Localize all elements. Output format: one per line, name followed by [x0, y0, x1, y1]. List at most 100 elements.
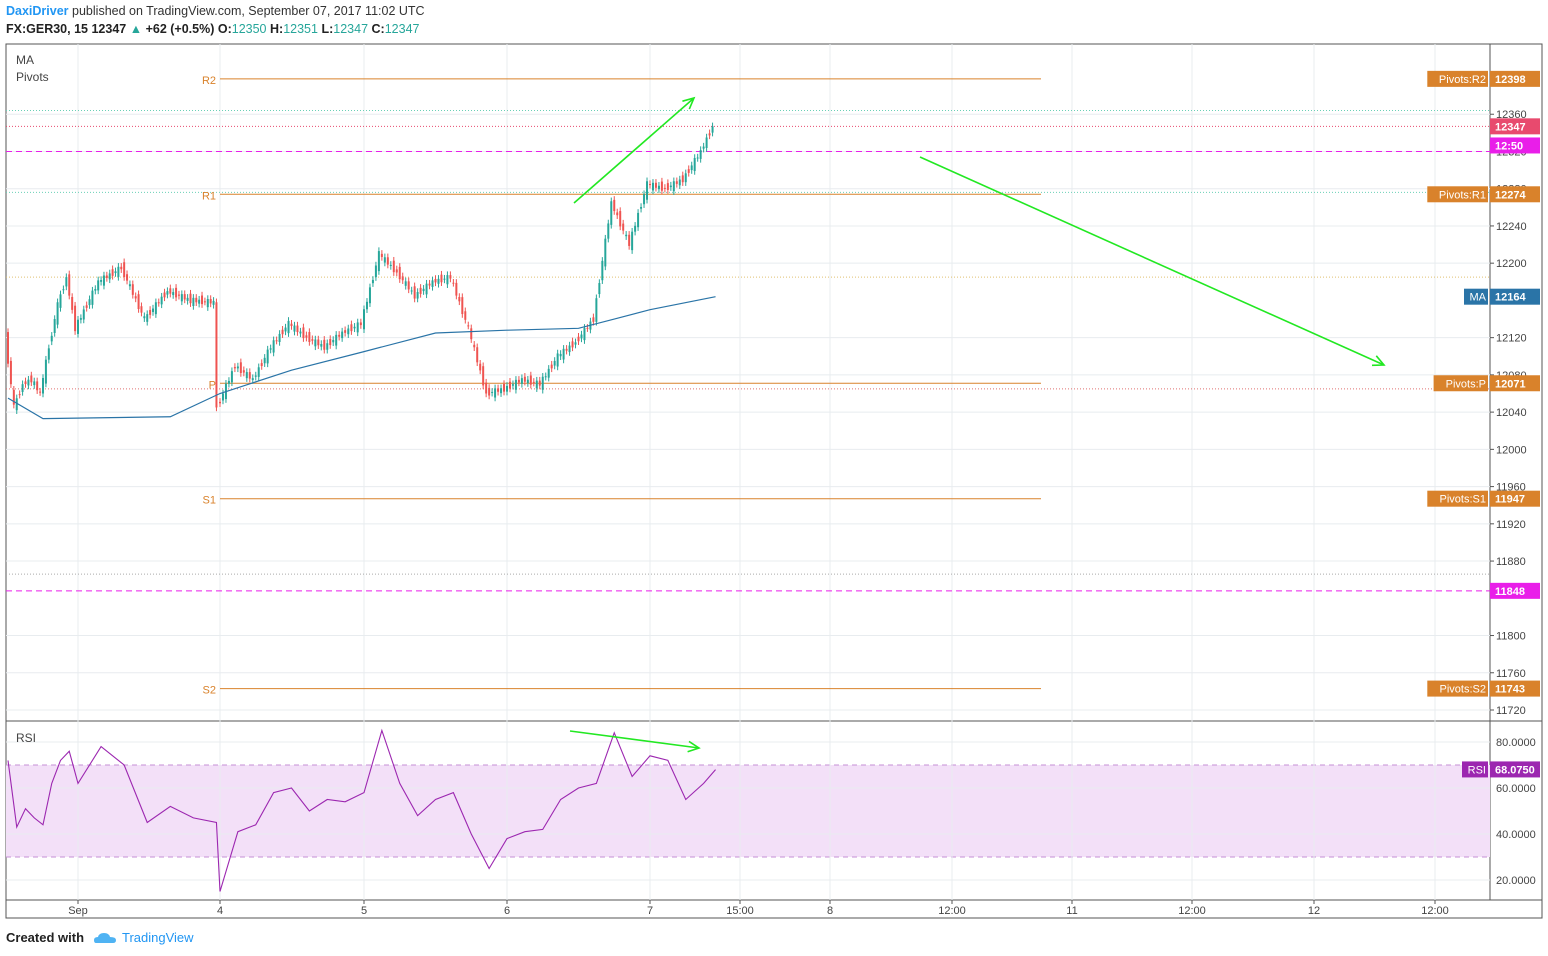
candle-up — [520, 378, 523, 384]
candle-up — [374, 265, 377, 278]
candle-up — [669, 185, 672, 188]
svg-text:Pivots:R2: Pivots:R2 — [1439, 74, 1486, 86]
candle-up — [693, 157, 696, 172]
candle-up — [94, 289, 97, 291]
symbol-label[interactable]: FX:GER30, 15 — [6, 22, 88, 36]
rsi-value-tag: RSI 68.0750 — [1462, 761, 1540, 778]
rsi-tick-label: 20.0000 — [1496, 875, 1536, 887]
forecast-arrow-down[interactable] — [919, 156, 1385, 366]
candle-up — [535, 380, 538, 389]
candle-up — [254, 375, 257, 377]
candle-down — [134, 296, 137, 299]
candle-down — [290, 323, 293, 327]
candle-up — [299, 331, 302, 334]
candle-up — [236, 366, 239, 369]
candle-down — [233, 366, 236, 369]
candle-down — [169, 288, 172, 294]
pivot-name-s2: S2 — [203, 685, 216, 697]
candle-down — [395, 269, 398, 273]
candle-up — [556, 353, 559, 367]
rsi-divergence-arrow-head[interactable] — [687, 740, 701, 753]
candle-up — [702, 146, 705, 149]
rsi-tick-label: 40.0000 — [1496, 829, 1536, 841]
candle-up — [526, 379, 529, 384]
candle-up — [198, 299, 201, 304]
hline-low-tag: 11848 — [1490, 582, 1540, 599]
candle-down — [649, 184, 651, 186]
ma-line — [7, 296, 716, 420]
svg-text:12347: 12347 — [1495, 121, 1526, 133]
candle-down — [503, 384, 506, 392]
candle-down — [482, 366, 485, 386]
trend-arrow-up[interactable] — [573, 97, 695, 204]
candle-down — [485, 382, 488, 394]
rsi-divergence-arrow[interactable] — [569, 730, 700, 749]
candle-up — [410, 290, 413, 292]
candle-down — [111, 269, 114, 276]
candle-down — [131, 284, 134, 295]
candle-down — [467, 325, 470, 327]
tradingview-brand[interactable]: TradingView — [122, 930, 194, 945]
candle-down — [275, 340, 278, 342]
candle-down — [359, 322, 362, 326]
candle-up — [88, 299, 91, 306]
pivot-tag-r1: Pivots:R1 12274 — [1427, 186, 1540, 203]
candle-down — [398, 266, 401, 280]
candle-up — [146, 314, 149, 322]
x-tick-label: Sep — [68, 905, 88, 917]
candle-up — [690, 165, 693, 171]
candle-up — [610, 201, 613, 225]
candle-up — [108, 273, 111, 280]
x-tick-label: 4 — [217, 905, 223, 917]
candle-up — [91, 290, 94, 305]
candle-up — [263, 357, 266, 364]
candle-down — [338, 334, 341, 337]
candle-down — [195, 297, 198, 303]
author-link[interactable]: DaxiDriver — [6, 4, 69, 18]
candle-up — [206, 299, 209, 308]
svg-text:Pivots:S1: Pivots:S1 — [1440, 494, 1486, 506]
candle-up — [172, 292, 175, 296]
candle-up — [562, 348, 565, 360]
price-tick-label: 12120 — [1496, 333, 1527, 345]
candle-down — [183, 294, 186, 300]
candle-up — [320, 344, 323, 347]
candle-up — [377, 251, 380, 272]
x-tick-label: 8 — [827, 905, 833, 917]
candle-down — [157, 302, 160, 304]
candle-down — [71, 296, 74, 310]
last-price: 12347 — [91, 22, 127, 36]
candle-up — [607, 223, 610, 239]
candle-down — [392, 260, 395, 273]
pivots-legend: Pivots — [16, 70, 49, 84]
candle-up — [27, 379, 30, 386]
candle-down — [666, 183, 669, 190]
candle-down — [419, 287, 422, 294]
candle-down — [260, 363, 263, 367]
forecast-arrow-down-head[interactable] — [1371, 355, 1386, 367]
chart-canvas[interactable]: Sep456715:00812:001112:001212:0012360123… — [0, 0, 1548, 925]
candle-up — [631, 231, 634, 251]
svg-text:11848: 11848 — [1495, 586, 1525, 598]
candle-up — [227, 380, 230, 384]
candle-up — [643, 194, 646, 205]
candle-down — [538, 380, 541, 386]
candle-up — [672, 181, 675, 192]
candle-down — [163, 292, 166, 298]
ma-tag: MA 12164 — [1464, 288, 1540, 305]
candle-up — [365, 301, 368, 310]
candle-up — [601, 260, 604, 281]
candle-up — [114, 271, 117, 274]
candle-down — [628, 234, 631, 246]
candle-down — [675, 181, 678, 184]
candle-down — [85, 305, 88, 308]
candle-up — [15, 398, 18, 411]
candle-down — [663, 187, 666, 189]
candle-up — [422, 288, 425, 292]
candle-up — [371, 279, 374, 284]
high-label: H: — [270, 22, 284, 36]
trend-arrow-up-head[interactable] — [682, 96, 696, 110]
candle-up — [640, 207, 643, 209]
candle-down — [137, 294, 140, 310]
candle-up — [511, 384, 514, 386]
